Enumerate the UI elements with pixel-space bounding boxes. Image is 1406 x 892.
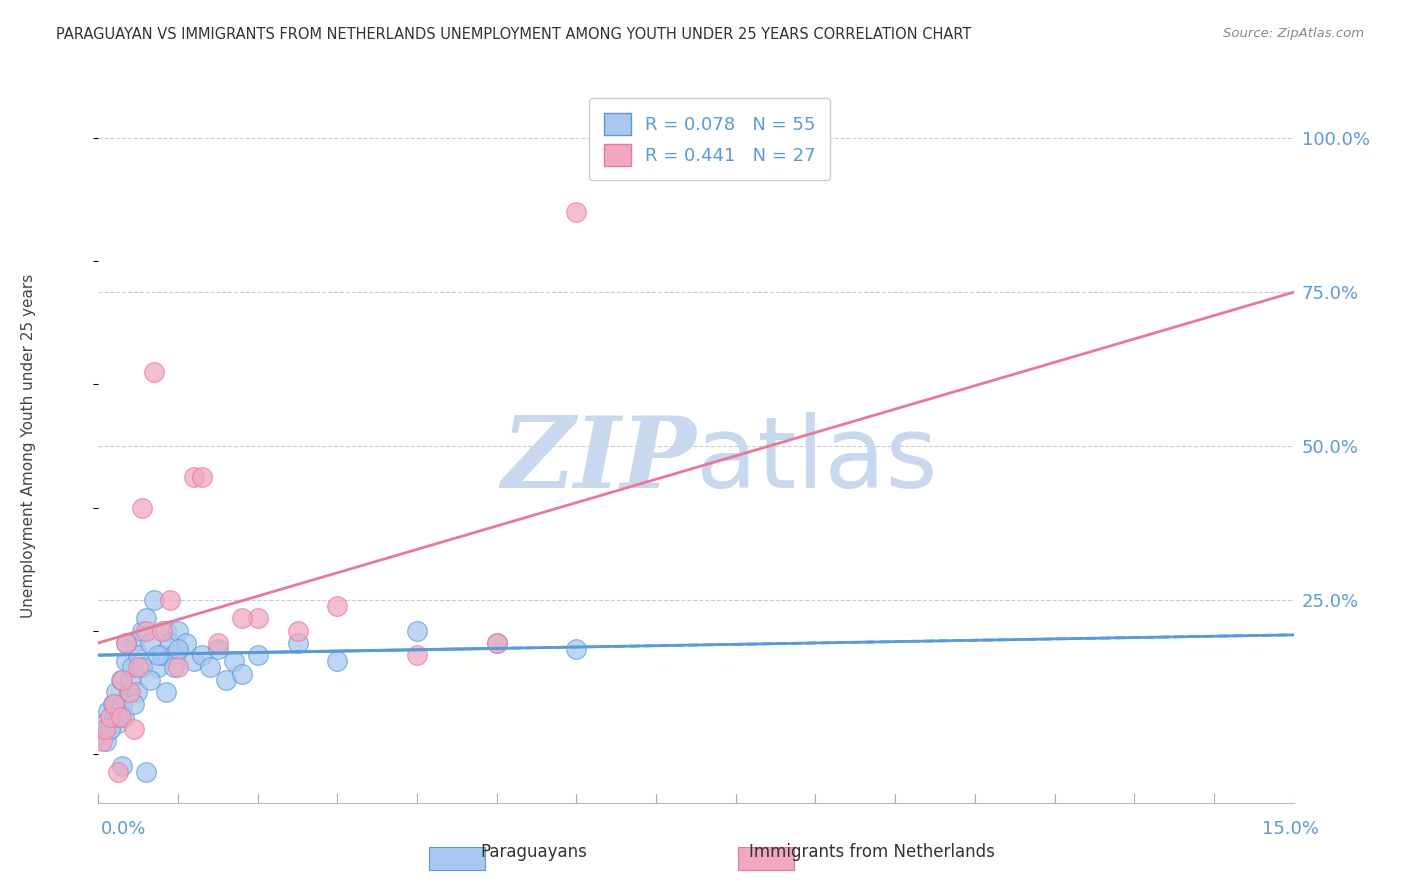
Point (143, 365, 166, 379)
Point (98, 722, 122, 736)
Point (107, 715, 129, 730)
Point (111, 673, 134, 687)
Text: atlas: atlas (696, 412, 938, 508)
Point (159, 592, 181, 607)
Point (124, 636, 146, 650)
Legend: R = 0.078   N = 55, R = 0.441   N = 27: R = 0.078 N = 55, R = 0.441 N = 27 (589, 98, 831, 180)
Point (131, 660, 153, 674)
Text: Immigrants from Netherlands: Immigrants from Netherlands (749, 843, 994, 861)
Point (485, 636, 508, 650)
Point (115, 654, 138, 668)
Text: PARAGUAYAN VS IMMIGRANTS FROM NETHERLANDS UNEMPLOYMENT AMONG YOUTH UNDER 25 YEAR: PARAGUAYAN VS IMMIGRANTS FROM NETHERLAND… (56, 27, 972, 42)
Point (97, 704, 120, 718)
Point (207, 642, 229, 657)
Point (104, 685, 127, 699)
Text: Paraguayans: Paraguayans (481, 843, 588, 861)
Point (131, 624, 153, 638)
Point (246, 611, 269, 625)
Point (406, 648, 429, 662)
Point (91, 734, 114, 748)
Point (107, 709, 129, 723)
Point (150, 624, 173, 638)
Point (198, 660, 221, 674)
Point (107, 765, 129, 780)
Point (207, 636, 229, 650)
Point (183, 654, 205, 668)
Point (111, 698, 134, 712)
Point (115, 636, 138, 650)
Point (139, 636, 162, 650)
Point (115, 636, 138, 650)
Point (191, 648, 214, 662)
Point (101, 698, 124, 712)
Point (94, 715, 117, 730)
Point (148, 648, 170, 662)
Text: Unemployment Among Youth under 25 years: Unemployment Among Youth under 25 years (21, 274, 35, 618)
Point (110, 673, 132, 687)
Point (148, 660, 170, 674)
Point (98, 709, 122, 723)
Point (159, 636, 181, 650)
Point (231, 611, 253, 625)
Point (98, 722, 122, 736)
Text: ZIP: ZIP (501, 412, 696, 508)
Point (94, 722, 117, 736)
Point (163, 660, 186, 674)
Point (135, 611, 157, 625)
Point (167, 624, 190, 638)
Point (112, 709, 135, 723)
Point (139, 673, 162, 687)
Point (231, 666, 253, 681)
Point (155, 624, 177, 638)
Point (287, 624, 309, 638)
Point (246, 648, 269, 662)
Point (120, 685, 142, 699)
Point (143, 592, 166, 607)
Point (167, 660, 190, 674)
Point (163, 648, 186, 662)
Point (103, 698, 125, 712)
Point (125, 685, 148, 699)
Point (118, 685, 141, 699)
Point (174, 636, 197, 650)
Point (96, 734, 118, 748)
Point (565, 642, 588, 657)
Text: 15.0%: 15.0% (1261, 820, 1319, 838)
Point (120, 673, 142, 687)
Point (91, 728, 114, 742)
Point (485, 636, 508, 650)
Point (191, 469, 214, 483)
Point (167, 642, 190, 657)
Point (124, 698, 146, 712)
Point (110, 709, 132, 723)
Text: Source: ZipAtlas.com: Source: ZipAtlas.com (1223, 27, 1364, 40)
Point (127, 648, 149, 662)
Point (215, 673, 238, 687)
Point (287, 636, 309, 650)
Point (121, 660, 143, 674)
Point (103, 709, 125, 723)
Point (111, 759, 134, 773)
Point (222, 654, 245, 668)
Text: 0.0%: 0.0% (101, 820, 146, 838)
Point (565, 205, 588, 219)
Point (155, 685, 177, 699)
Point (124, 722, 146, 736)
Point (406, 624, 429, 638)
Point (127, 660, 149, 674)
Point (131, 500, 153, 515)
Point (135, 624, 157, 638)
Point (326, 599, 349, 613)
Point (183, 469, 205, 483)
Point (326, 654, 349, 668)
Point (150, 648, 173, 662)
Point (135, 765, 157, 780)
